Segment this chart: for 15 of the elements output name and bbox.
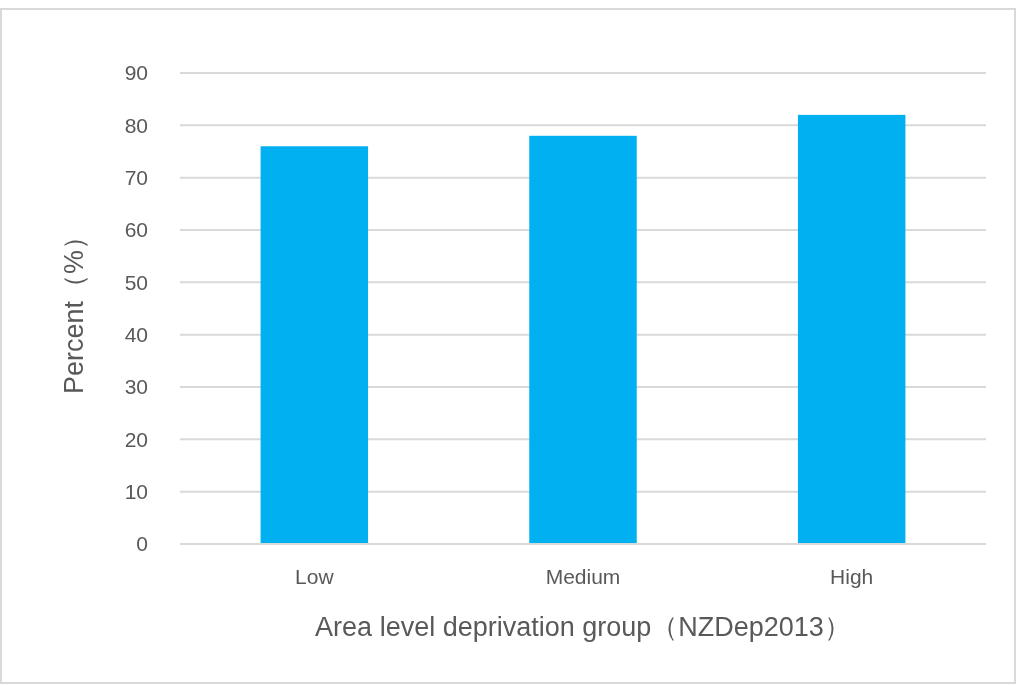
y-tick-label: 70: [124, 165, 148, 189]
x-axis-title: Area level deprivation group（NZDep2013）: [315, 612, 851, 642]
x-tick-label: Low: [295, 564, 335, 588]
x-tick-label: Medium: [545, 564, 621, 588]
y-tick-label: 10: [124, 479, 148, 503]
y-tick-label: 20: [124, 427, 148, 451]
y-tick-label: 80: [124, 113, 148, 137]
y-axis-title: Percent（%）: [59, 222, 89, 395]
y-tick-label: 60: [124, 218, 148, 242]
y-tick-label: 90: [124, 61, 148, 85]
y-tick-label: 30: [124, 375, 148, 399]
y-tick-label: 40: [124, 322, 148, 346]
y-tick-label: 50: [124, 270, 148, 294]
y-tick-label: 0: [136, 532, 148, 556]
x-tick-label: High: [830, 564, 874, 588]
